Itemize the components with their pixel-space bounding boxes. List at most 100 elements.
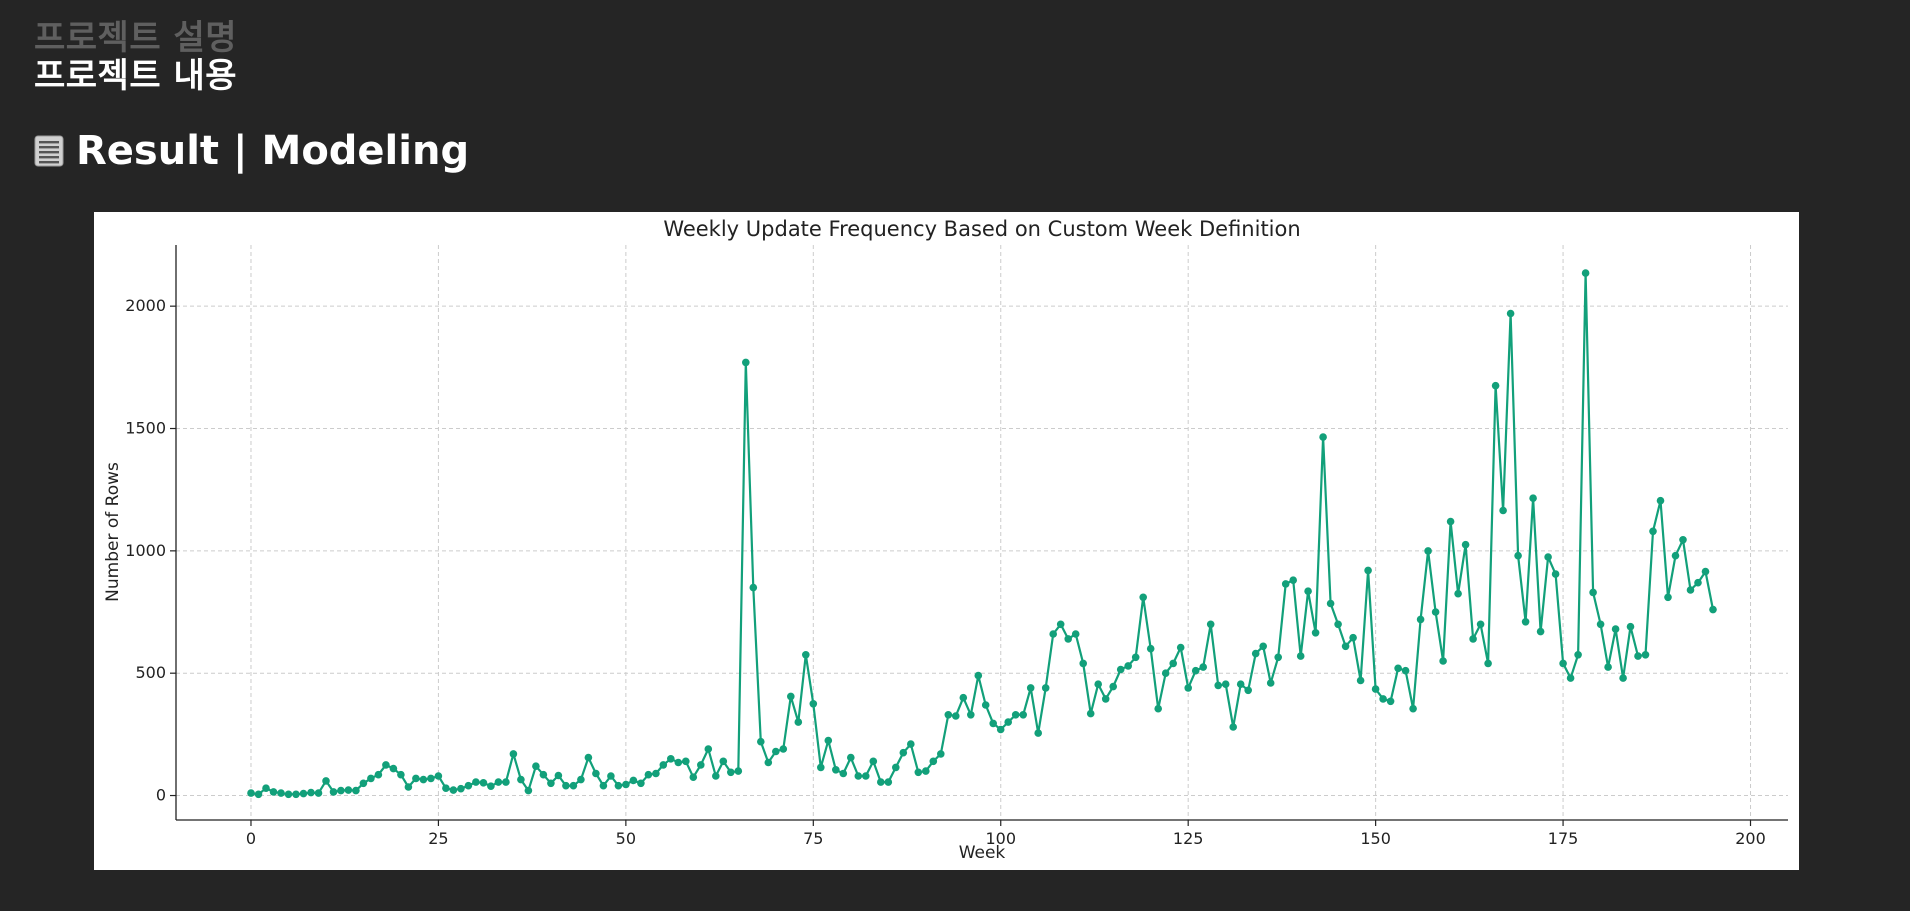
data-point bbox=[832, 766, 840, 774]
data-point bbox=[1281, 580, 1290, 588]
data-point bbox=[1454, 589, 1462, 598]
data-point bbox=[877, 778, 885, 786]
data-point bbox=[944, 711, 953, 719]
data-point bbox=[1206, 620, 1215, 629]
y-axis-title: Number of Rows bbox=[103, 462, 123, 602]
data-point bbox=[1671, 551, 1680, 560]
data-point bbox=[989, 719, 997, 728]
data-point bbox=[614, 781, 623, 790]
data-point bbox=[1611, 625, 1620, 633]
data-point bbox=[914, 768, 923, 777]
data-point bbox=[277, 789, 285, 797]
data-point bbox=[854, 772, 863, 780]
y-tick-label: 500 bbox=[135, 663, 166, 682]
data-point bbox=[1094, 680, 1102, 688]
data-point bbox=[689, 773, 698, 781]
data-point bbox=[419, 775, 428, 784]
data-point bbox=[1656, 496, 1665, 505]
data-point bbox=[1694, 578, 1702, 587]
data-point bbox=[1476, 620, 1485, 629]
data-point bbox=[1064, 635, 1072, 643]
data-point bbox=[1619, 674, 1627, 682]
data-point bbox=[847, 753, 855, 762]
data-point bbox=[637, 779, 645, 788]
data-point bbox=[1649, 527, 1657, 536]
data-point bbox=[584, 753, 593, 762]
data-point bbox=[1521, 618, 1530, 626]
data-point bbox=[442, 784, 450, 792]
data-point bbox=[1566, 674, 1575, 682]
data-point bbox=[1334, 620, 1342, 629]
data-point bbox=[397, 770, 405, 779]
data-point bbox=[1431, 608, 1440, 616]
series-layer bbox=[247, 269, 1717, 799]
data-point bbox=[502, 778, 510, 786]
data-point bbox=[1236, 680, 1245, 688]
data-point bbox=[1011, 711, 1020, 719]
data-point bbox=[1386, 697, 1395, 706]
data-point bbox=[1484, 659, 1492, 668]
data-point bbox=[412, 774, 420, 783]
data-point bbox=[1461, 540, 1470, 549]
data-point bbox=[1356, 676, 1365, 685]
data-point bbox=[1596, 620, 1605, 629]
data-point bbox=[1154, 704, 1162, 713]
data-point bbox=[599, 781, 608, 790]
data-point bbox=[517, 775, 525, 784]
data-point bbox=[757, 737, 765, 746]
data-point bbox=[382, 761, 390, 769]
data-point bbox=[1086, 709, 1095, 718]
x-tick-label: 125 bbox=[1173, 829, 1204, 848]
data-point bbox=[1641, 651, 1650, 659]
data-point bbox=[577, 775, 585, 784]
data-point bbox=[899, 748, 908, 757]
current-section-heading[interactable]: 프로젝트 내용 bbox=[34, 56, 238, 96]
data-point bbox=[996, 725, 1005, 734]
data-point bbox=[524, 786, 533, 795]
data-point bbox=[1034, 729, 1042, 737]
data-point bbox=[1274, 653, 1282, 662]
data-point bbox=[629, 776, 638, 785]
data-point bbox=[787, 692, 795, 701]
data-point bbox=[1379, 695, 1387, 703]
previous-section-heading[interactable]: 프로젝트 설명 bbox=[34, 18, 238, 58]
data-point bbox=[1341, 642, 1350, 651]
data-point bbox=[487, 782, 495, 790]
x-tick-label: 100 bbox=[985, 829, 1016, 848]
y-tick-label: 1500 bbox=[125, 419, 166, 438]
data-point bbox=[674, 758, 683, 767]
data-point bbox=[1266, 679, 1275, 687]
data-point bbox=[734, 767, 743, 775]
data-point bbox=[839, 769, 848, 778]
data-point bbox=[809, 700, 818, 708]
data-point bbox=[1401, 666, 1410, 675]
data-point bbox=[247, 789, 255, 797]
data-point bbox=[1319, 433, 1327, 441]
data-point bbox=[464, 781, 473, 790]
data-point bbox=[1371, 685, 1380, 693]
data-point bbox=[532, 762, 540, 770]
data-point bbox=[1709, 605, 1717, 614]
data-point bbox=[1101, 695, 1110, 703]
data-point bbox=[1574, 651, 1582, 659]
data-point bbox=[719, 757, 728, 766]
data-point bbox=[1409, 704, 1417, 713]
data-point bbox=[1506, 309, 1515, 318]
data-point bbox=[1679, 536, 1687, 544]
x-tick-label: 150 bbox=[1360, 829, 1391, 848]
data-point bbox=[1199, 663, 1207, 671]
data-point bbox=[922, 767, 930, 775]
data-point bbox=[592, 769, 600, 778]
data-point bbox=[269, 788, 278, 796]
data-point bbox=[322, 777, 330, 785]
data-point bbox=[1664, 593, 1672, 602]
data-point bbox=[1214, 681, 1222, 690]
data-point bbox=[1169, 659, 1177, 668]
data-point bbox=[1559, 659, 1567, 668]
data-point bbox=[404, 783, 413, 791]
data-point bbox=[974, 671, 983, 680]
data-point bbox=[562, 781, 570, 790]
data-point bbox=[539, 770, 548, 779]
y-tick-label: 2000 bbox=[125, 296, 166, 315]
